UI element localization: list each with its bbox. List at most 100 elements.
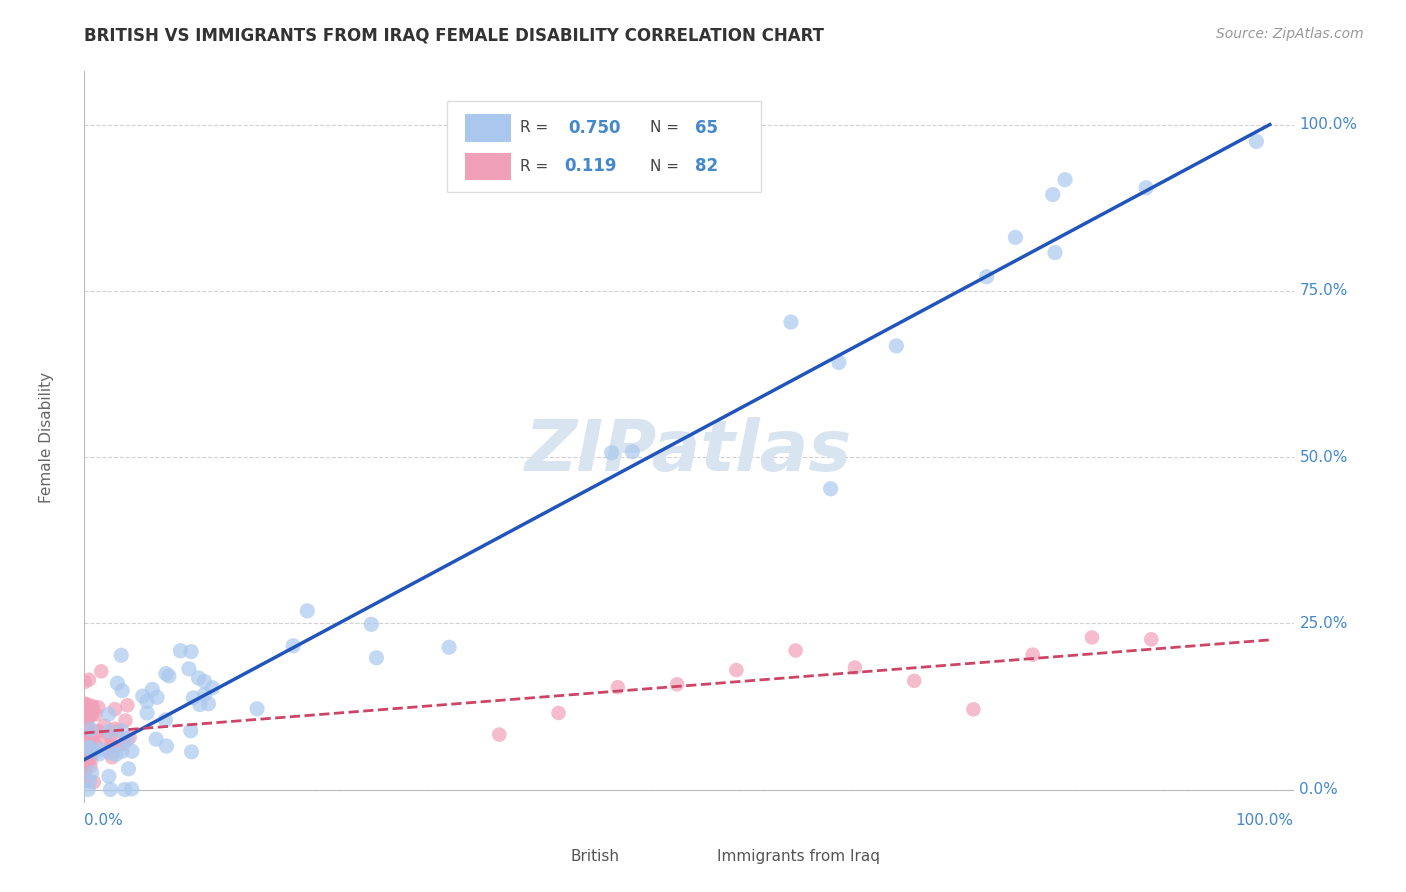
Point (79, 727, 101, 741)
Point (79, 730, 101, 744)
Point (600, 446, 623, 460)
Point (98, 746, 121, 760)
Point (80, 747, 103, 761)
Point (100, 782, 122, 797)
Point (141, 682, 163, 697)
Point (79, 739, 101, 754)
Text: 0.119: 0.119 (564, 158, 617, 176)
Text: 50.0%: 50.0% (1299, 450, 1348, 465)
Point (110, 648, 132, 663)
Point (80, 723, 103, 737)
Point (73, 750, 96, 764)
Point (114, 714, 136, 728)
Point (73, 723, 96, 737)
Point (75, 773, 97, 788)
Point (180, 644, 202, 658)
Point (82, 704, 104, 718)
Point (75, 744, 97, 758)
Point (73, 675, 96, 690)
Point (80, 765, 103, 780)
Point (87, 700, 110, 714)
Point (188, 698, 211, 712)
Point (75, 706, 97, 720)
Point (180, 745, 202, 759)
Point (117, 698, 139, 713)
Point (73, 728, 96, 742)
Point (201, 681, 224, 695)
Point (87, 725, 110, 739)
Point (105, 723, 128, 738)
Text: 65: 65 (695, 119, 718, 136)
Point (437, 640, 460, 655)
Point (155, 666, 177, 681)
Point (1043, 245, 1066, 260)
Point (73, 723, 96, 738)
Point (621, 444, 644, 458)
Text: N =: N = (650, 120, 685, 136)
Point (194, 688, 217, 702)
Point (97, 743, 120, 757)
Point (100, 738, 122, 752)
Text: 82: 82 (695, 158, 718, 176)
Point (77, 673, 100, 687)
Point (820, 482, 842, 496)
Point (115, 732, 138, 747)
Point (366, 650, 388, 665)
Bar (465, 114, 512, 142)
Point (1081, 631, 1104, 645)
Point (80, 752, 103, 766)
Point (1246, 135, 1268, 149)
Point (181, 690, 204, 705)
Point (132, 689, 155, 703)
Point (1004, 230, 1026, 244)
Text: R =: R = (520, 120, 553, 136)
Point (73, 708, 96, 723)
Bar (465, 153, 512, 180)
Point (73, 698, 96, 712)
Point (103, 722, 125, 736)
Point (101, 750, 124, 764)
Point (107, 740, 129, 755)
Point (121, 781, 143, 796)
Point (785, 643, 807, 657)
Point (76, 747, 98, 762)
Point (112, 737, 135, 751)
Point (94, 731, 117, 746)
Point (725, 663, 748, 677)
Point (97, 707, 120, 722)
Point (76, 716, 98, 731)
Point (118, 731, 141, 745)
Point (77, 750, 100, 764)
Point (73, 765, 96, 780)
Point (114, 782, 136, 797)
Point (75, 735, 97, 749)
Point (884, 339, 907, 353)
Point (187, 671, 209, 685)
Point (1054, 172, 1077, 186)
Point (75, 757, 97, 772)
Point (136, 694, 159, 708)
Point (77, 709, 100, 723)
Point (82, 707, 104, 722)
Point (75, 730, 97, 744)
Text: Source: ZipAtlas.com: Source: ZipAtlas.com (1216, 27, 1364, 41)
Point (828, 355, 851, 369)
Point (1042, 187, 1064, 202)
Point (89, 747, 111, 761)
Point (77, 738, 100, 752)
Point (547, 706, 569, 720)
Point (844, 660, 866, 674)
Point (1140, 632, 1163, 647)
Point (297, 604, 319, 618)
Point (780, 315, 803, 329)
Point (75, 698, 97, 712)
Point (360, 617, 382, 632)
Point (1022, 648, 1045, 662)
Point (73, 737, 96, 751)
Text: BRITISH VS IMMIGRANTS FROM IRAQ FEMALE DISABILITY CORRELATION CHART: BRITISH VS IMMIGRANTS FROM IRAQ FEMALE D… (84, 27, 824, 45)
Point (146, 690, 169, 705)
Point (75, 731, 97, 746)
Point (606, 680, 628, 694)
Point (1135, 181, 1157, 195)
Point (77, 782, 100, 797)
